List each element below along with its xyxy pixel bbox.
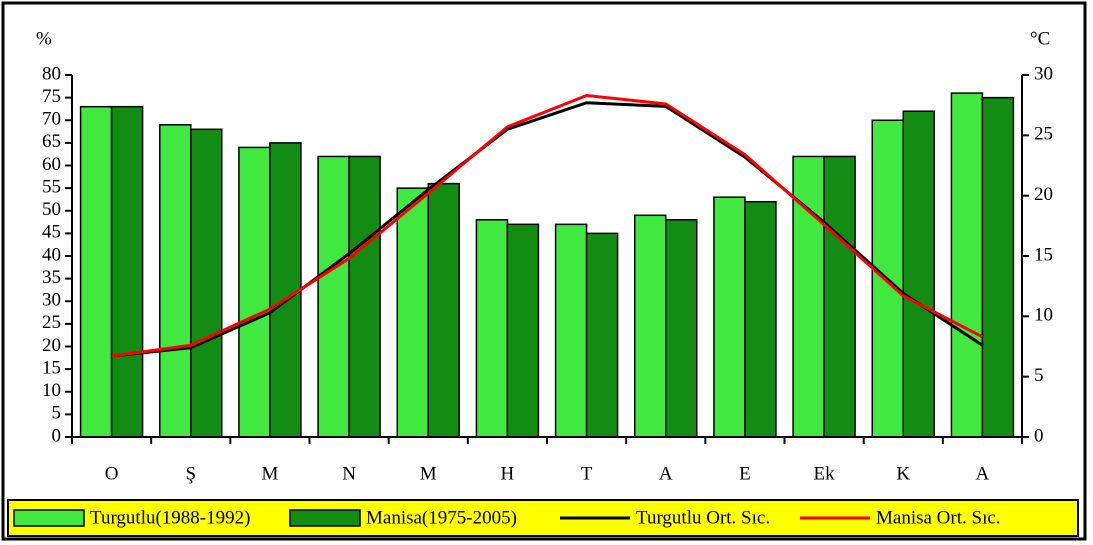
x-tick-label: H [501,463,515,484]
bar [634,214,667,438]
y-tick-label: 75 [42,86,61,107]
line [111,93,984,358]
y-tick-label: 65 [42,131,61,152]
x-tick-label: T [581,463,593,484]
bar [585,232,619,438]
bar [981,96,1015,438]
x-tick-label: Ek [814,463,836,484]
line [111,101,984,358]
y2-tick-label: 20 [1034,184,1053,205]
x-tick-label: K [896,463,910,484]
legend-box [7,499,1079,537]
y2-tick-label: 0 [1034,425,1044,446]
y2-tick-label: 15 [1034,244,1053,265]
bar [427,182,460,438]
y-axis-label: % [36,28,52,49]
y-tick-label: 80 [42,63,61,84]
y-tick-label: 45 [42,222,61,243]
y2-axis-label: °C [1030,28,1050,49]
x-tick-label: A [659,463,673,484]
bar [554,223,588,438]
x-tick-label: E [739,463,751,484]
bar [744,200,777,438]
bar [159,124,192,438]
bar [665,219,698,438]
bar [823,155,856,438]
legend-label: Manisa Ort. Sıc. [876,507,1001,528]
y-tick-label: 20 [42,335,61,356]
legend-swatch [13,509,85,527]
legend-label: Turgutlu(1988-1992) [90,507,250,528]
bar [317,155,350,438]
bar [396,187,429,438]
y2-tick-label: 30 [1034,63,1053,84]
bar [238,146,271,438]
bar [110,105,144,438]
bar [79,105,113,438]
y-tick-label: 15 [42,357,61,378]
x-tick-label: N [342,463,356,484]
x-tick-label: M [261,463,278,484]
bar [269,142,302,438]
y2-tick-label: 10 [1034,305,1053,326]
y-tick-label: 35 [42,267,61,288]
y-tick-label: 70 [42,109,61,130]
bar [506,223,540,438]
y-tick-label: 60 [42,154,61,175]
y2-tick-label: 25 [1034,124,1053,145]
y-tick-label: 40 [42,244,61,265]
y2-tick-label: 5 [1034,365,1044,386]
legend-label: Manisa(1975-2005) [366,507,517,528]
bar [190,128,223,438]
x-tick-label: A [976,463,990,484]
y-tick-label: 55 [42,176,61,197]
bar [950,92,984,438]
bar [792,155,825,438]
y-tick-label: 50 [42,199,61,220]
x-tick-label: O [105,463,119,484]
legend-swatch [289,509,361,527]
y-tick-label: 0 [52,425,62,446]
y-tick-label: 30 [42,290,61,311]
y-tick-label: 10 [42,380,61,401]
x-tick-label: M [420,463,437,484]
x-tick-label: Ş [185,463,196,484]
bar [348,155,381,438]
legend-label: Turgutlu Ort. Sıc. [636,507,770,528]
y-tick-label: 5 [52,403,62,424]
bar [713,196,746,438]
y-tick-label: 25 [42,312,61,333]
bar [475,219,509,438]
bar [902,110,935,438]
